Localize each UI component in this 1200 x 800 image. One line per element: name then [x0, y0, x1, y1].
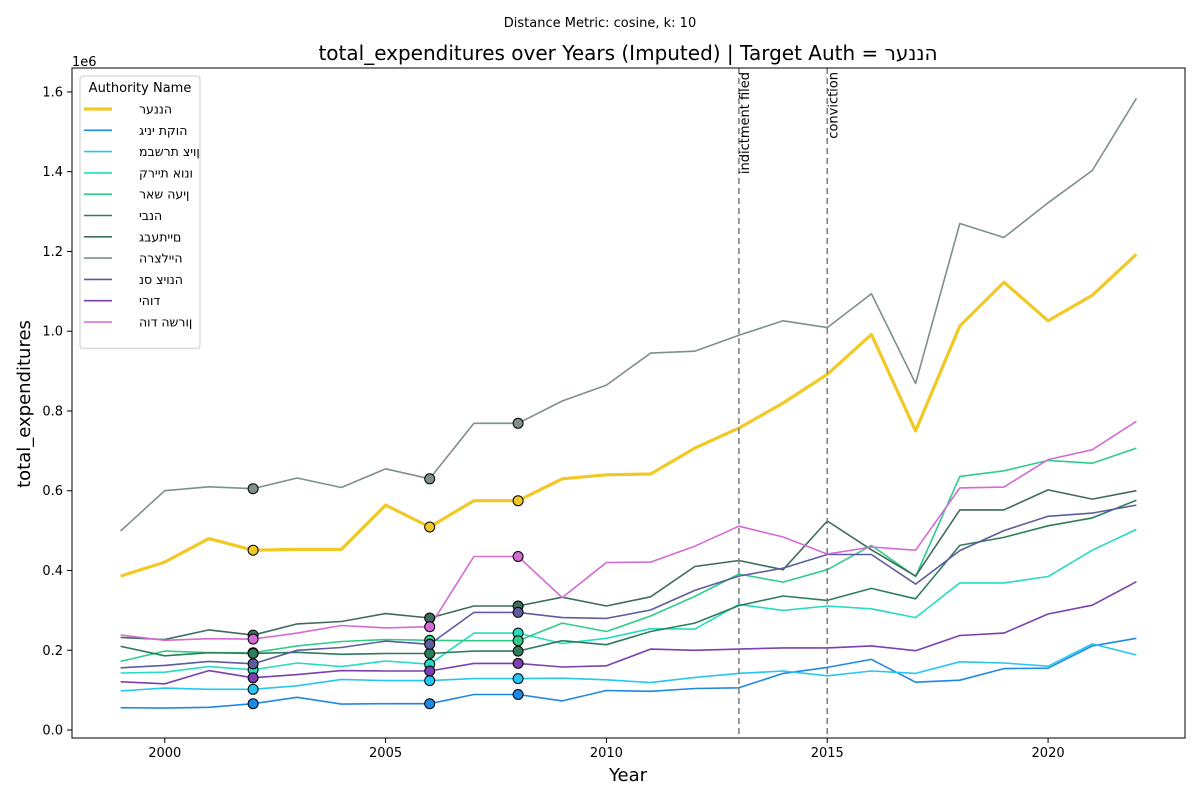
event-label-1: conviction — [826, 72, 841, 139]
imputed-marker-9-2008 — [512, 657, 524, 669]
imputed-marker-5-2008 — [512, 645, 524, 657]
legend-label-5: הנבי — [139, 208, 162, 223]
legend-label-1: הוקת יניג — [139, 123, 187, 138]
legend-label-3: ונוא תיירק — [139, 165, 193, 180]
imputed-marker-10-2002 — [247, 633, 259, 645]
y-tick-label-8: 1.6 — [42, 85, 63, 100]
legend-label-9: דוהי — [139, 293, 160, 308]
series-line-4 — [120, 447, 1137, 663]
imputed-marker-5-2002 — [247, 648, 259, 659]
event-label-0: indictment filed — [738, 72, 753, 174]
series-line-7 — [120, 97, 1138, 532]
imputed-marker-9-2002 — [247, 672, 259, 684]
legend-label-2: ןויצ תרשבמ — [139, 144, 200, 159]
imputed-marker-7-2002 — [247, 483, 259, 495]
legend-box — [79, 75, 201, 349]
imputed-marker-10-2006 — [424, 621, 436, 633]
imputed-marker-8-2008 — [512, 606, 524, 618]
legend-label-7: היילצרה — [139, 251, 183, 266]
series-line-6 — [120, 489, 1137, 641]
imputed-marker-0-2002 — [247, 544, 259, 556]
y-axis-label: total_expenditures — [14, 320, 35, 488]
chart-suptitle: Distance Metric: cosine, k: 10 — [504, 16, 696, 31]
series-line-9 — [120, 580, 1137, 685]
x-tick-label-0: 2000 — [148, 746, 181, 761]
x-axis-label: Year — [608, 765, 648, 786]
series-line-3 — [120, 528, 1137, 674]
imputed-marker-0-2008 — [512, 495, 524, 507]
y-tick-label-1: 0.2 — [42, 644, 63, 659]
series-line-8 — [120, 504, 1137, 669]
series-line-2 — [120, 643, 1137, 692]
legend-label-0: הננער — [139, 102, 172, 117]
y-tick-label-4: 0.8 — [42, 404, 63, 419]
x-tick-label-1: 2005 — [369, 746, 402, 761]
imputed-marker-7-2008 — [512, 417, 524, 429]
imputed-marker-4-2008 — [512, 635, 524, 647]
y-offset-label: 1e6 — [72, 55, 97, 70]
y-tick-label-7: 1.4 — [42, 165, 63, 180]
plot-area: indictment filed conviction 2000 2005 2010 20… — [42, 67, 1186, 761]
imputed-marker-7-2006 — [424, 473, 436, 485]
legend: Authority Name הננער הוקת יניג ןויצ תרשבמ ונ… — [79, 75, 201, 349]
imputed-marker-1-2002 — [247, 698, 259, 710]
y-tick-label-6: 1.2 — [42, 245, 63, 260]
axes-frame — [71, 67, 1186, 739]
legend-label-8: הנויצ סנ — [139, 272, 183, 287]
legend-label-4: ןיעה שאר — [139, 187, 189, 202]
imputed-marker-8-2002 — [247, 658, 259, 670]
imputed-marker-2-2006 — [424, 675, 436, 687]
y-tick-label-3: 0.6 — [42, 484, 63, 499]
imputed-marker-0-2006 — [424, 521, 436, 533]
legend-label-10: ןורשה דוה — [139, 315, 192, 330]
imputed-marker-2-2008 — [512, 673, 524, 685]
imputed-marker-1-2006 — [424, 698, 436, 710]
y-tick-label-0: 0.0 — [42, 724, 63, 739]
imputed-marker-8-2006 — [424, 638, 436, 650]
imputed-marker-10-2008 — [512, 551, 524, 562]
x-tick-label-2: 2010 — [590, 746, 623, 761]
y-tick-label-2: 0.4 — [42, 564, 63, 579]
y-tick-label-5: 1.0 — [42, 325, 63, 340]
x-tick-label-3: 2015 — [811, 746, 844, 761]
chart-title: total_expenditures over Years (Imputed) … — [318, 41, 937, 65]
imputed-marker-5-2006 — [424, 648, 436, 659]
series-line-1 — [120, 637, 1137, 709]
imputed-marker-9-2006 — [424, 665, 436, 677]
legend-label-6: םייתעבג — [139, 229, 181, 244]
x-tick-label-4: 2020 — [1032, 746, 1065, 761]
imputed-marker-2-2002 — [247, 683, 259, 695]
legend-title: Authority Name — [89, 81, 192, 96]
imputed-marker-1-2008 — [512, 689, 524, 700]
series-line-10 — [120, 420, 1137, 642]
series-line-0 — [120, 253, 1138, 578]
